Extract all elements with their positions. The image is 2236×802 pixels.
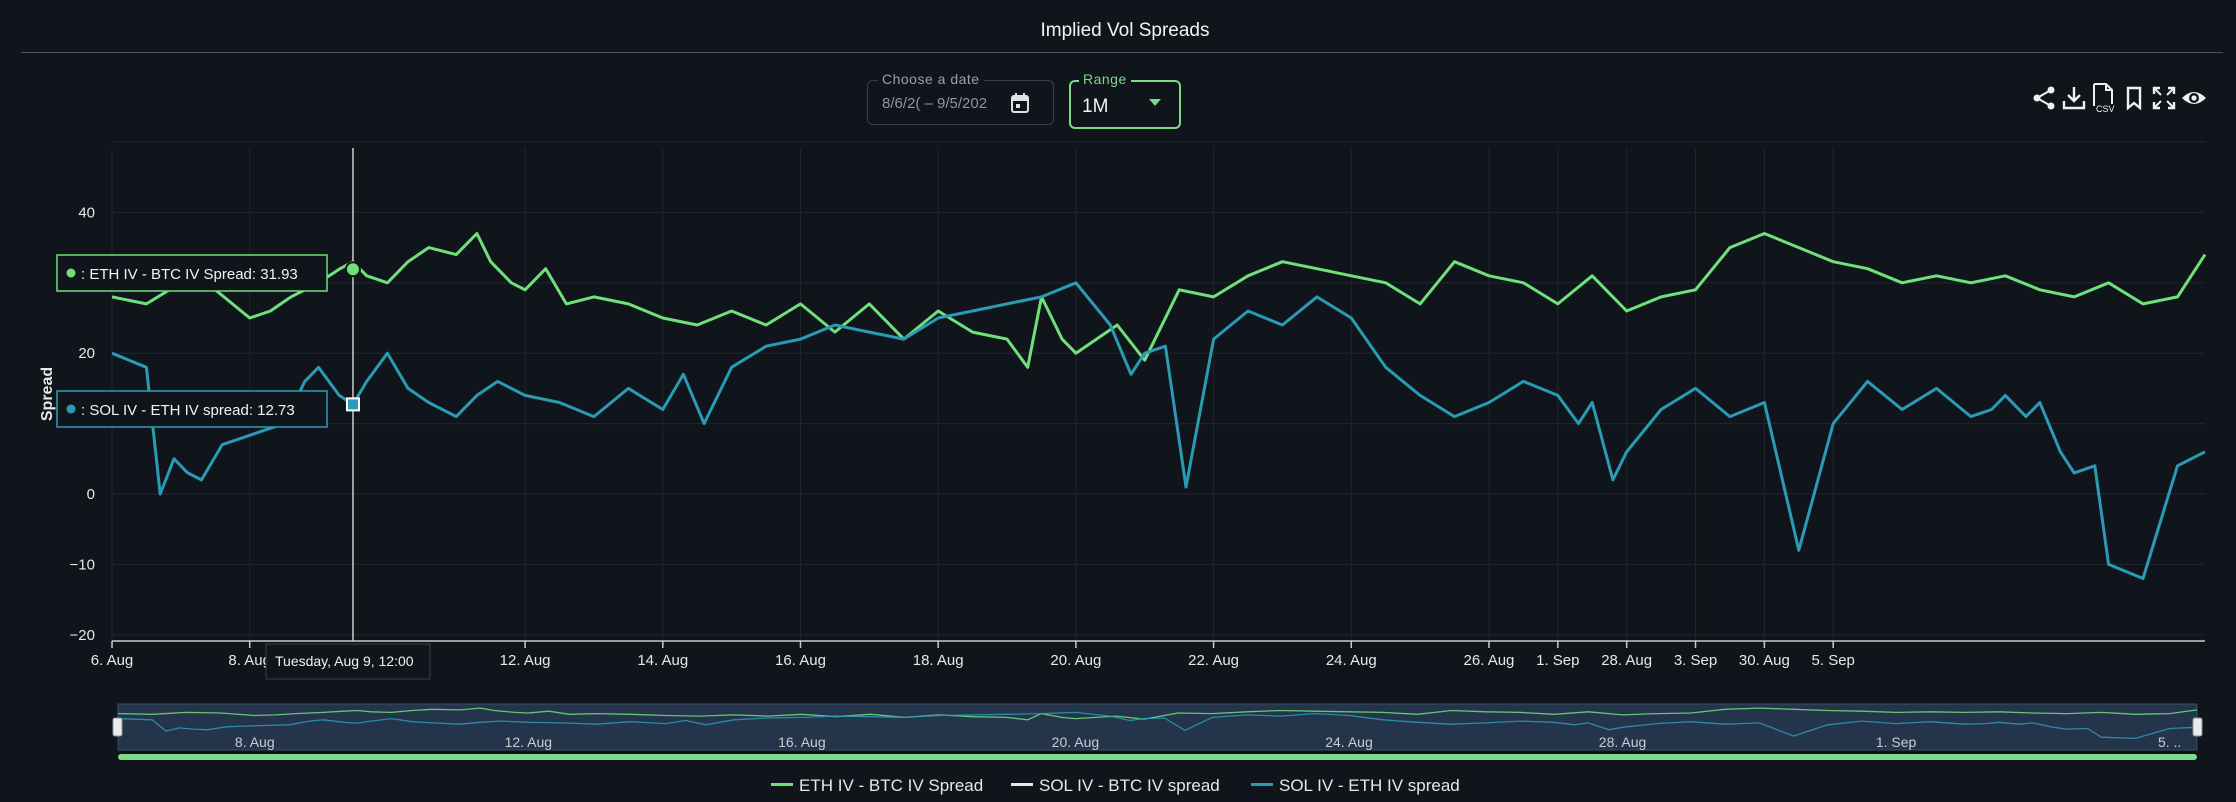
navigator-scrollbar[interactable] (118, 754, 2197, 760)
date-range-picker[interactable]: Choose a date 8/6/2( – 9/5/202 (867, 71, 1054, 125)
tooltip-text: : ETH IV - BTC IV Spread: 31.93 (81, 266, 298, 283)
legend-label: SOL IV - ETH IV spread (1279, 776, 1460, 795)
x-tick-label: 3. Sep (1674, 652, 1717, 669)
bookmark-icon[interactable] (2120, 82, 2148, 114)
fullscreen-icon[interactable] (2150, 82, 2178, 114)
x-tick-label: 5. Sep (1812, 652, 1855, 669)
navigator-tick-label: 8. Aug (235, 734, 275, 750)
tooltip-box (265, 643, 431, 680)
download-icon[interactable] (2060, 82, 2088, 114)
range-value: 1M (1082, 96, 1109, 117)
hover-point-eth-btc (344, 261, 361, 278)
x-tick-label: 18. Aug (913, 652, 964, 669)
date-range-value[interactable]: 8/6/2( – 9/5/202 (882, 95, 988, 112)
navigator-handle-left[interactable] (112, 717, 123, 737)
legend-swatch (1011, 783, 1033, 787)
y-tick-label: −10 (70, 556, 95, 573)
legend-item-eth-btc[interactable]: ETH IV - BTC IV Spread (771, 776, 983, 796)
y-tick-label: 40 (78, 204, 95, 221)
legend-swatch (771, 783, 793, 787)
tooltip-box (56, 254, 328, 292)
series-line-eth-btc[interactable] (111, 232, 2207, 369)
navigator-tick-label: 1. Sep (1876, 734, 1917, 750)
share-icon[interactable] (2030, 82, 2058, 114)
tooltip-text: : SOL IV - ETH IV spread: 12.73 (81, 402, 295, 419)
x-tick-label: 24. Aug (1326, 652, 1377, 669)
navigator-tick-label: 12. Aug (505, 734, 553, 750)
title-divider (21, 52, 2223, 53)
legend-label: ETH IV - BTC IV Spread (799, 776, 984, 795)
navigator-tick-label: 28. Aug (1599, 734, 1647, 750)
x-tick-label: 14. Aug (637, 652, 688, 669)
csv-icon[interactable]: CSV (2090, 82, 2118, 114)
y-tick-label: 0 (87, 486, 95, 503)
legend-swatch (1251, 783, 1273, 787)
tooltip-text: Tuesday, Aug 9, 12:00 (275, 653, 414, 669)
y-tick-label: 20 (78, 345, 95, 362)
tooltip-sol-eth: : SOL IV - ETH IV spread: 12.73 (56, 390, 328, 428)
calendar-icon[interactable] (1010, 92, 1030, 119)
chevron-down-icon[interactable] (1149, 99, 1161, 106)
navigator-series-line (117, 707, 2198, 721)
x-tick-label: 22. Aug (1188, 652, 1239, 669)
svg-text:CSV: CSV (2096, 104, 2115, 114)
navigator-tick-label: 16. Aug (778, 734, 826, 750)
x-tick-label: 12. Aug (500, 652, 551, 669)
y-axis-title: Spread (39, 367, 56, 421)
x-tick-label: 16. Aug (775, 652, 826, 669)
legend-label: SOL IV - BTC IV spread (1039, 776, 1220, 795)
chart-title: Implied Vol Spreads (1040, 20, 1210, 41)
date-picker-label: Choose a date (878, 71, 984, 87)
tooltip-marker (66, 404, 76, 414)
navigator-window[interactable] (117, 703, 2198, 751)
hover-point-sol-eth (345, 397, 360, 412)
y-tick-label: −20 (70, 627, 95, 644)
range-select[interactable]: Range 1M (1069, 71, 1181, 129)
series-line-sol-eth[interactable] (111, 281, 2206, 580)
x-tick-label: 1. Sep (1536, 652, 1579, 669)
x-tick-label: 28. Aug (1601, 652, 1652, 669)
navigator-tick-label: 5. .. (2158, 734, 2181, 750)
grid (111, 141, 2205, 641)
x-tick-label: 8. Aug (228, 652, 271, 669)
tooltip-x-date: Tuesday, Aug 9, 12:00 (265, 643, 431, 680)
x-tick-label: 6. Aug (91, 652, 134, 669)
navigator-series-line (117, 711, 2198, 740)
eye-icon[interactable] (2180, 82, 2208, 114)
x-tick-label: 26. Aug (1464, 652, 1515, 669)
legend-item-sol-eth[interactable]: SOL IV - ETH IV spread (1251, 776, 1460, 796)
navigator-tick-label: 20. Aug (1052, 734, 1100, 750)
tooltip-box (56, 390, 328, 428)
tooltip-marker (66, 268, 76, 278)
navigator[interactable]: 8. Aug 12. Aug 16. Aug 20. Aug 24. Aug 28. Au… (112, 703, 2203, 760)
navigator-handle-right[interactable] (2192, 717, 2203, 737)
legend-item-sol-btc[interactable]: SOL IV - BTC IV spread (1011, 776, 1220, 796)
x-tick-label: 30. Aug (1739, 652, 1790, 669)
x-tick-label: 20. Aug (1050, 652, 1101, 669)
range-label: Range (1079, 71, 1131, 87)
tooltip-eth-btc: : ETH IV - BTC IV Spread: 31.93 (56, 254, 328, 292)
navigator-tick-label: 24. Aug (1325, 734, 1373, 750)
